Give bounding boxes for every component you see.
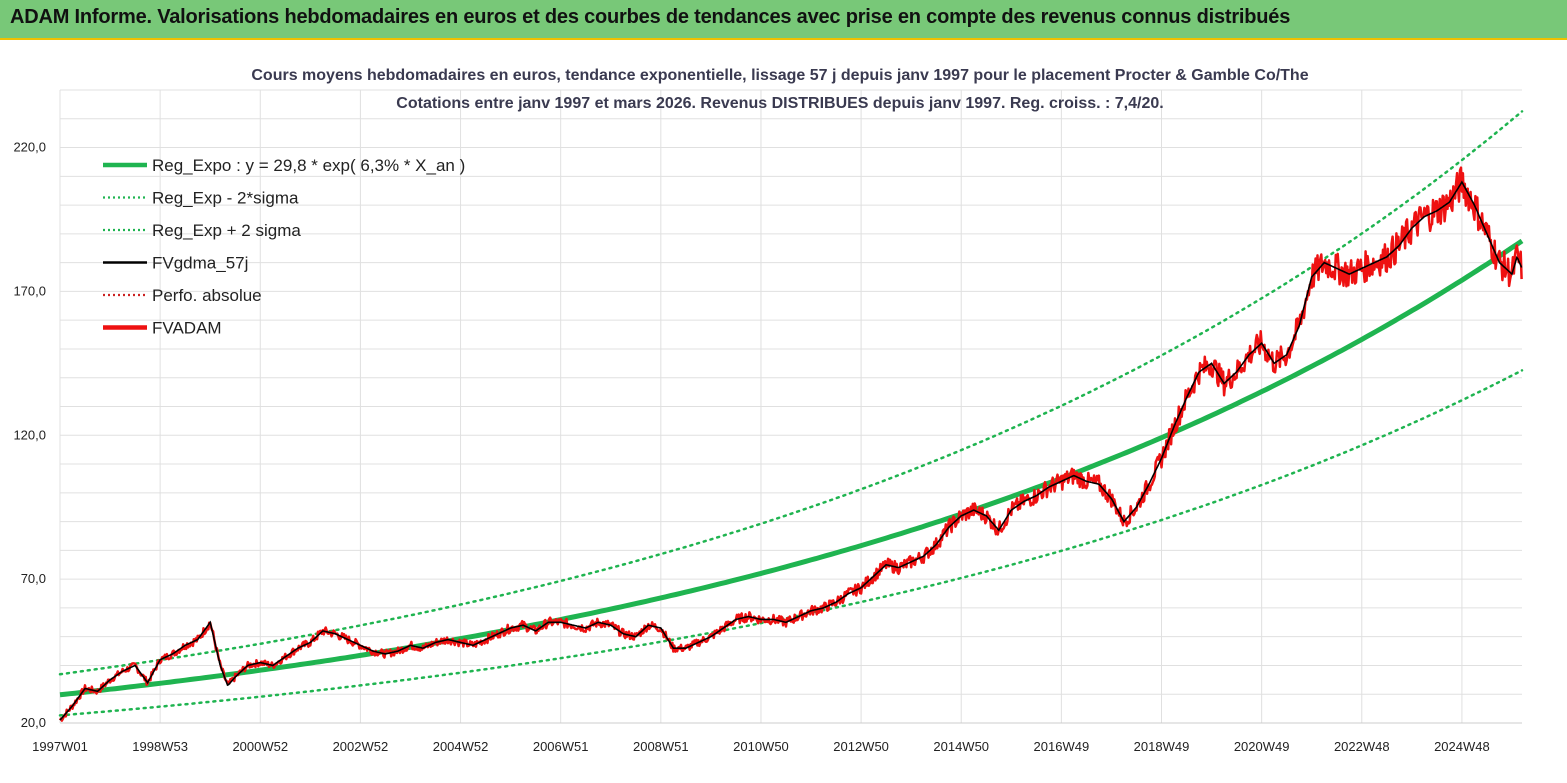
line-chart: Cours moyens hebdomadaires en euros, ten… — [0, 40, 1567, 783]
fvgdma-57j-line — [59, 180, 1523, 721]
x-tick-label: 2000W52 — [232, 739, 288, 754]
y-tick-label: 70,0 — [21, 571, 46, 586]
x-tick-label: 2014W50 — [933, 739, 989, 754]
x-tick-label: 2018W49 — [1134, 739, 1190, 754]
x-tick-label: 1998W53 — [132, 739, 188, 754]
legend-label: Reg_Exp + 2 sigma — [152, 221, 301, 240]
chart-title: Cours moyens hebdomadaires en euros, ten… — [251, 67, 1308, 84]
legend-label: Reg_Exp - 2*sigma — [152, 189, 299, 208]
chart-background — [0, 40, 1567, 783]
x-tick-label: 2012W50 — [833, 739, 889, 754]
x-tick-label: 2002W52 — [333, 739, 389, 754]
chart-subtitle: Cotations entre janv 1997 et mars 2026. … — [396, 95, 1163, 112]
y-tick-label: 170,0 — [13, 283, 46, 298]
legend-label: FVgdma_57j — [152, 254, 248, 273]
x-tick-label: 2010W50 — [733, 739, 789, 754]
report-banner-title: ADAM Informe. Valorisations hebdomadaire… — [10, 6, 1291, 28]
x-axis: 1997W01 1998W53 2000W52 2002W52 2004W52 2006W… — [32, 739, 1490, 754]
legend-label: FVADAM — [152, 319, 222, 338]
x-tick-label: 1997W01 — [32, 739, 88, 754]
chart-legend: Reg_Expo : y = 29,8 * exp( 6,3% * X_an )… — [103, 156, 465, 338]
y-axis: 20,0 70,0 120,0 170,0 220,0 — [13, 140, 46, 730]
fvadam-line — [58, 166, 1523, 722]
x-tick-label: 2004W52 — [433, 739, 489, 754]
chart-area: Cours moyens hebdomadaires en euros, ten… — [0, 40, 1567, 783]
y-tick-label: 120,0 — [13, 427, 46, 442]
x-tick-label: 2022W48 — [1334, 739, 1390, 754]
x-tick-label: 2024W48 — [1434, 739, 1490, 754]
report-banner: ADAM Informe. Valorisations hebdomadaire… — [0, 0, 1567, 40]
legend-label: Reg_Expo : y = 29,8 * exp( 6,3% * X_an ) — [152, 156, 465, 175]
legend-label: Perfo. absolue — [152, 286, 262, 305]
chart-series — [58, 110, 1524, 722]
y-tick-label: 220,0 — [13, 140, 46, 155]
reg-plus-2sigma-line — [58, 110, 1524, 676]
regression-line — [59, 238, 1524, 698]
y-tick-label: 20,0 — [21, 715, 46, 730]
x-tick-label: 2008W51 — [633, 739, 689, 754]
x-tick-label: 2016W49 — [1034, 739, 1090, 754]
x-tick-label: 2020W49 — [1234, 739, 1290, 754]
x-tick-label: 2006W51 — [533, 739, 589, 754]
